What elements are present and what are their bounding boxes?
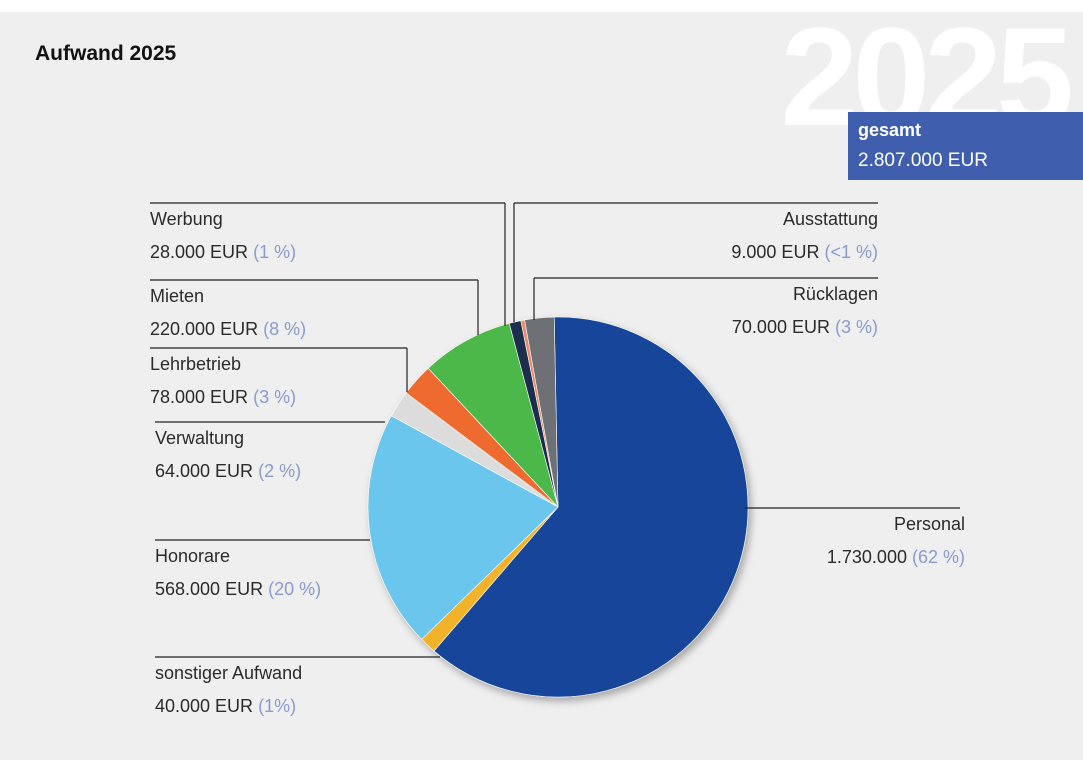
share: (62 %) [912, 547, 965, 567]
value-label: 568.000 EUR (20 %) [155, 579, 321, 599]
amount: 40.000 EUR [155, 696, 253, 716]
category-label: Rücklagen [793, 284, 878, 304]
value-label: 9.000 EUR (<1 %) [731, 242, 878, 262]
amount: 568.000 EUR [155, 579, 263, 599]
share: (3 %) [253, 387, 296, 407]
pie-slice [427, 322, 559, 508]
category-label: Honorare [155, 546, 230, 566]
total-value: 2.807.000 EUR [858, 150, 988, 171]
pie-slice [367, 415, 559, 640]
share: (1 %) [253, 242, 296, 262]
value-label: 64.000 EUR (2 %) [155, 461, 301, 481]
leader-line [150, 347, 408, 392]
chart-title: Aufwand 2025 [35, 42, 177, 65]
leader-line [533, 277, 878, 320]
value-label: 1.730.000 (62 %) [827, 547, 965, 567]
pie-slice [524, 316, 559, 508]
category-label: Lehrbetrieb [150, 354, 241, 374]
share: (3 %) [835, 317, 878, 337]
leader-line [150, 202, 506, 326]
amount: 9.000 EUR [731, 242, 819, 262]
share: (1%) [258, 696, 296, 716]
value-label: 70.000 EUR (3 %) [732, 317, 878, 337]
value-label: 28.000 EUR (1 %) [150, 242, 296, 262]
amount: 78.000 EUR [150, 387, 248, 407]
amount: 28.000 EUR [150, 242, 248, 262]
category-label: Ausstattung [783, 209, 878, 229]
category-label: Mieten [150, 286, 204, 306]
pie [367, 316, 749, 698]
share: (20 %) [268, 579, 321, 599]
total-caption: gesamt [858, 120, 921, 140]
pie-slice [433, 316, 749, 698]
share: (8 %) [263, 319, 306, 339]
amount: 64.000 EUR [155, 461, 253, 481]
category-label: Personal [894, 514, 965, 534]
category-label: Verwaltung [155, 428, 244, 448]
value-label: 40.000 EUR (1%) [155, 696, 296, 716]
value-label: 220.000 EUR (8 %) [150, 319, 306, 339]
share: (2 %) [258, 461, 301, 481]
amount: 1.730.000 [827, 547, 907, 567]
value-label: 78.000 EUR (3 %) [150, 387, 296, 407]
total-box [848, 112, 1083, 180]
leader-line [513, 202, 878, 322]
amount: 220.000 EUR [150, 319, 258, 339]
category-label: Werbung [150, 209, 223, 229]
share: (<1 %) [824, 242, 878, 262]
category-label: sonstiger Aufwand [155, 663, 302, 683]
leader-line [150, 279, 479, 335]
amount: 70.000 EUR [732, 317, 830, 337]
